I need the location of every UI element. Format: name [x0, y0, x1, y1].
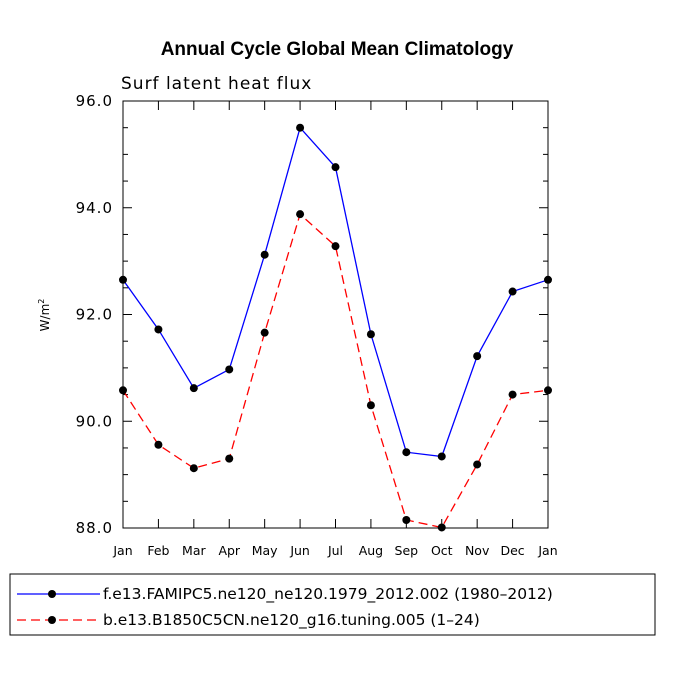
- x-tick-label: Jan: [537, 543, 557, 558]
- data-point: [189, 384, 198, 393]
- legend-label-2: b.e13.B1850C5CN.ne120_g16.tuning.005 (1–…: [103, 611, 480, 630]
- data-point: [366, 330, 375, 339]
- x-tick-label: Apr: [218, 543, 240, 558]
- y-tick-label: 94.0: [76, 199, 113, 217]
- data-point: [154, 325, 163, 334]
- x-tick-label: Mar: [182, 543, 206, 558]
- legend: f.e13.FAMIPC5.ne120_ne120.1979_2012.002 …: [17, 585, 553, 630]
- y-axis-label-superscript: 2: [37, 299, 46, 304]
- x-tick-label: Jun: [289, 543, 310, 558]
- data-point: [225, 454, 234, 463]
- data-point: [402, 448, 411, 457]
- legend-marker-1: [48, 590, 56, 598]
- legend-marker-2: [48, 616, 56, 624]
- data-point: [154, 440, 163, 449]
- x-tick-label: Oct: [431, 543, 453, 558]
- x-tick-label: Dec: [500, 543, 524, 558]
- x-tick-label: Jul: [327, 543, 343, 558]
- x-tick-label: Aug: [359, 543, 383, 558]
- x-tick-label: Nov: [465, 543, 490, 558]
- y-tick-label: 90.0: [76, 412, 113, 430]
- data-point: [331, 242, 340, 251]
- y-tick-label: 92.0: [76, 306, 113, 324]
- data-point: [508, 287, 517, 296]
- data-point: [437, 452, 446, 461]
- series-group: [119, 123, 552, 532]
- data-point: [260, 250, 269, 259]
- y-tick-label: 96.0: [76, 92, 113, 110]
- y-tick-label: 88.0: [76, 519, 113, 537]
- chart-subtitle: Surf latent heat flux: [121, 74, 312, 94]
- data-point: [366, 401, 375, 410]
- data-point: [544, 275, 552, 284]
- data-point: [544, 386, 552, 395]
- data-point: [189, 464, 198, 473]
- x-tick-label: Jan: [112, 543, 132, 558]
- x-tick-label: Feb: [147, 543, 169, 558]
- data-point: [260, 328, 269, 337]
- legend-box: [9, 573, 656, 636]
- series-line-1: [122, 126, 549, 458]
- y-axis-label: W/m2: [37, 299, 52, 332]
- data-point: [119, 275, 127, 284]
- data-point: [225, 365, 234, 374]
- data-point: [508, 390, 517, 399]
- data-point: [331, 163, 340, 172]
- data-point: [473, 352, 482, 361]
- legend-label-1: f.e13.FAMIPC5.ne120_ne120.1979_2012.002 …: [103, 585, 553, 604]
- data-point: [119, 386, 127, 395]
- data-point: [473, 460, 482, 469]
- data-point: [296, 210, 305, 219]
- x-tick-label: May: [252, 543, 278, 558]
- y-axis-label-main: W/m: [38, 304, 52, 332]
- chart-title: Annual Cycle Global Mean Climatology: [161, 39, 514, 60]
- data-point: [296, 123, 305, 132]
- data-point: [437, 523, 446, 532]
- axes: 88.0 90.0 92.0 94.0 96.0 Jan Feb Mar Apr May Jun Ju…: [76, 92, 558, 558]
- data-point: [402, 515, 411, 524]
- x-tick-label: Sep: [395, 543, 419, 558]
- series-line-2: [122, 212, 549, 529]
